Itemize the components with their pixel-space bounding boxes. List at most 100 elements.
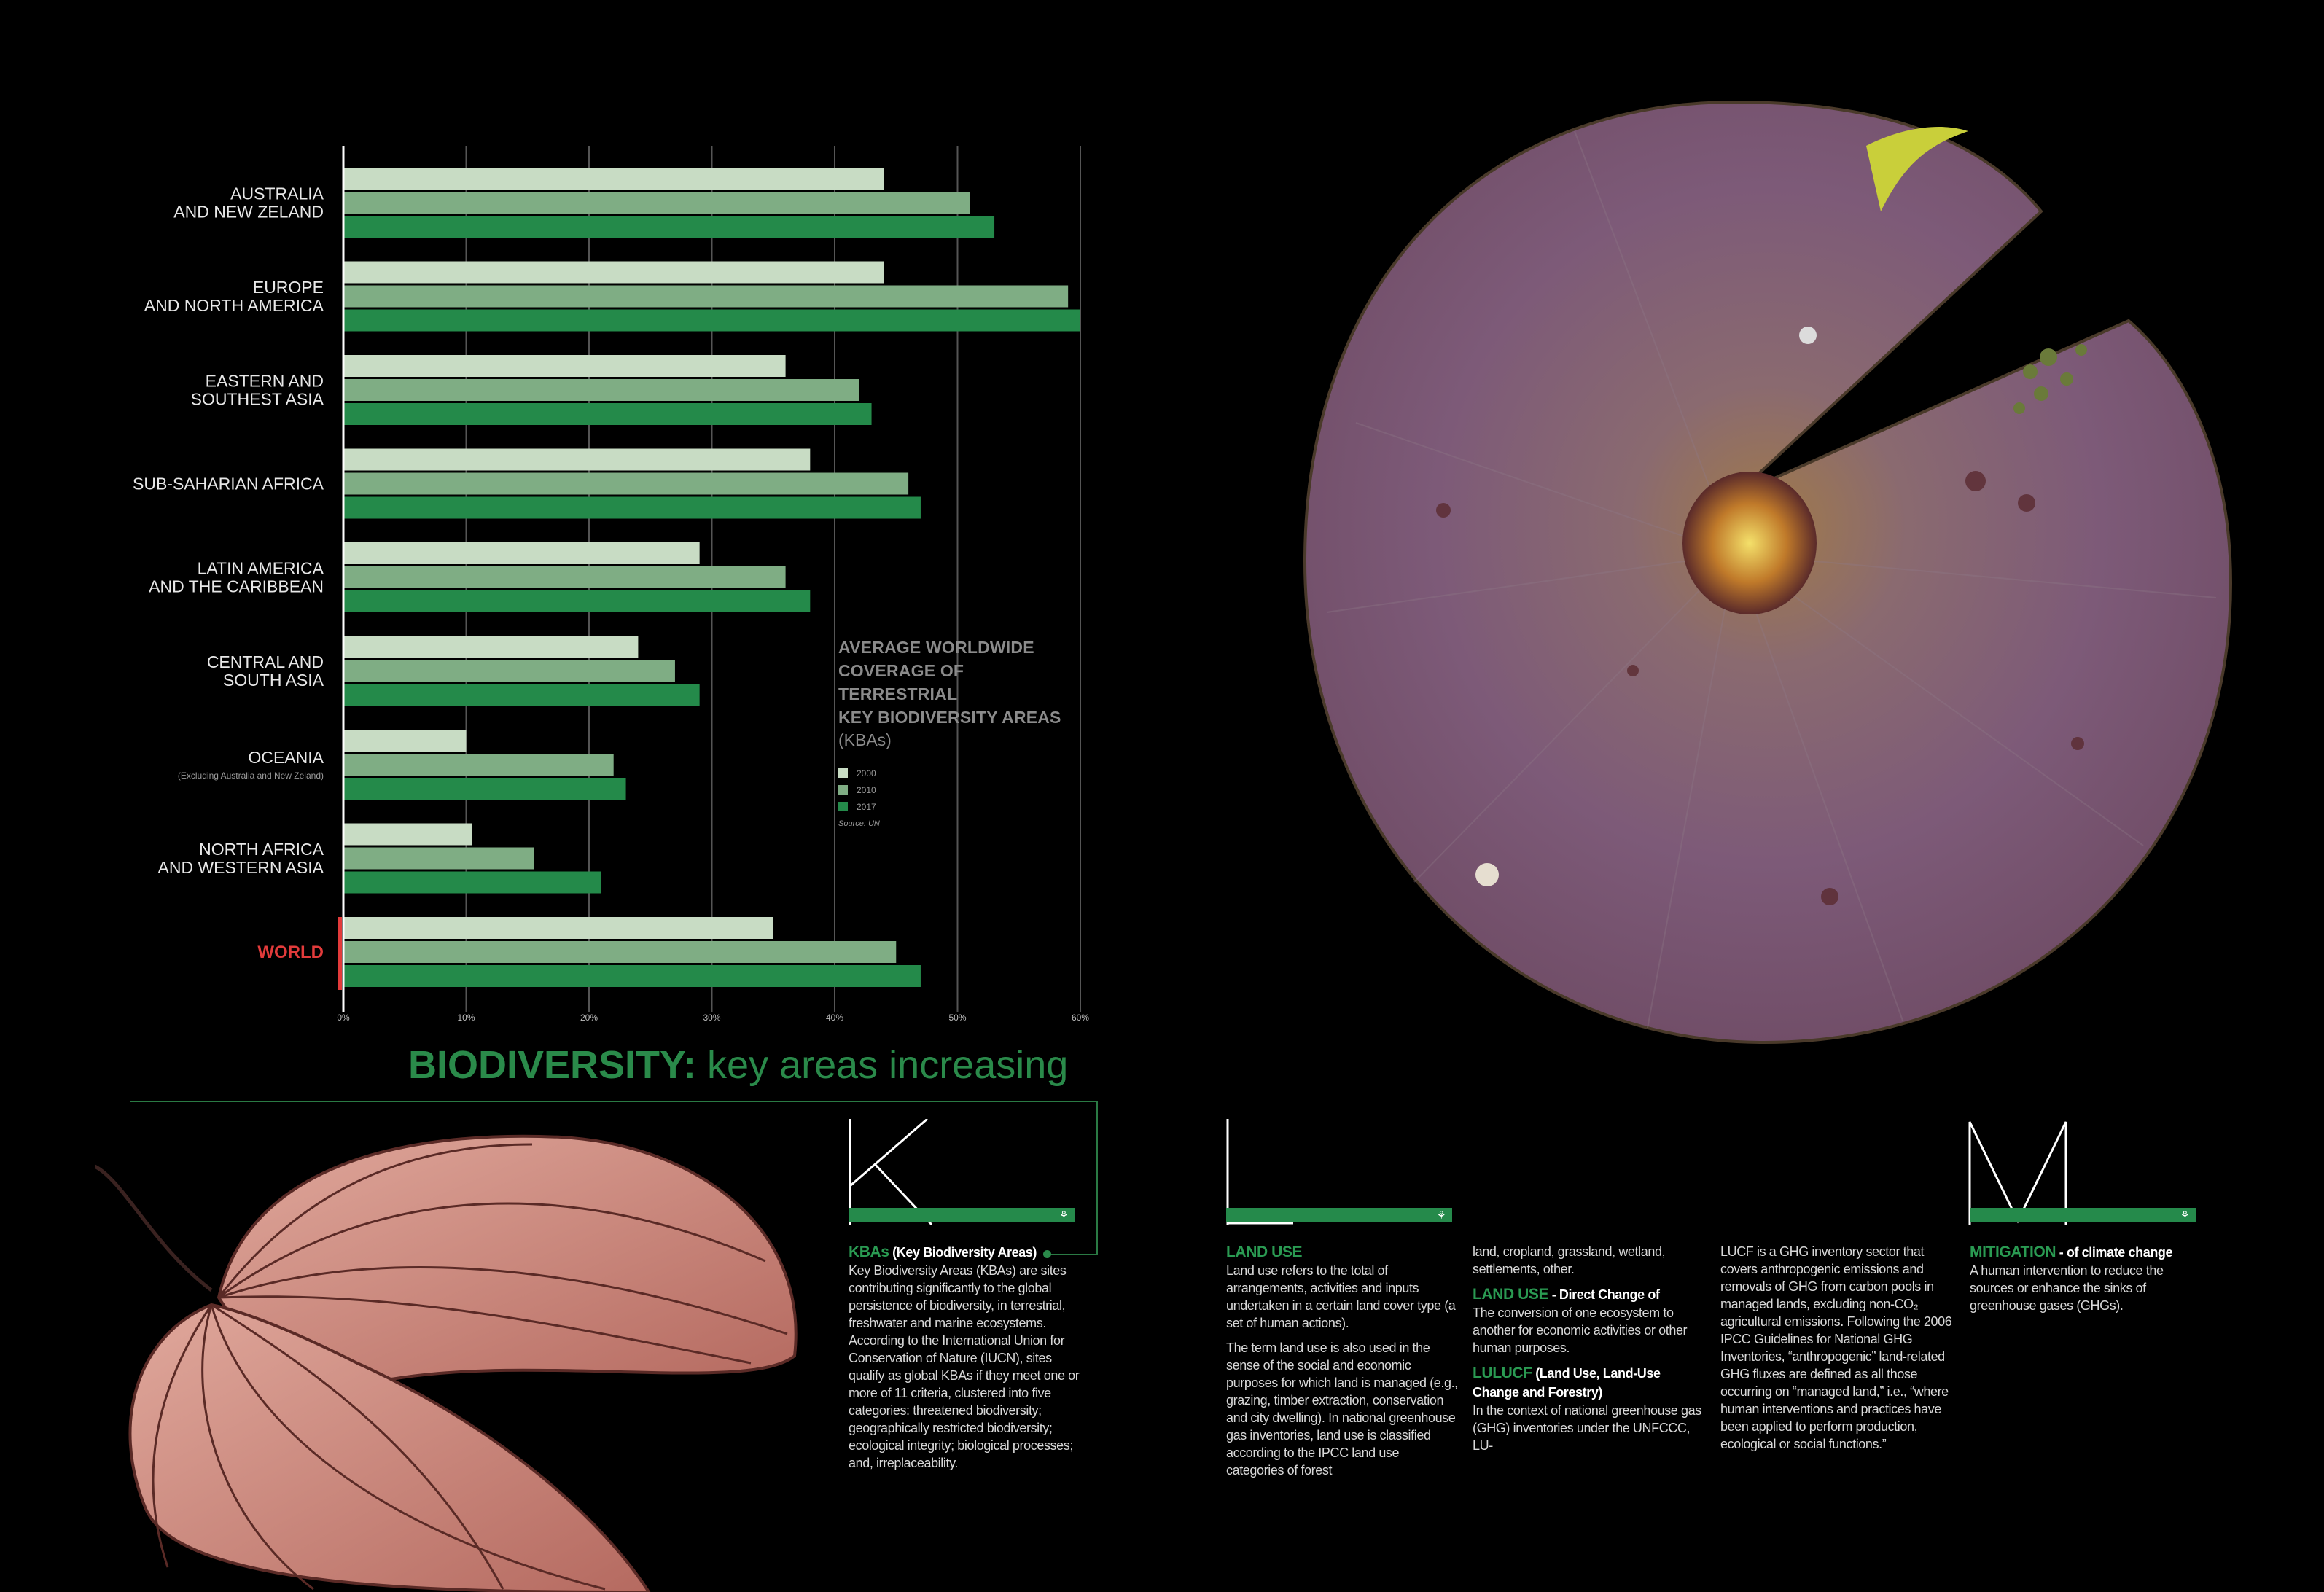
bar (343, 379, 859, 401)
bar (343, 192, 970, 214)
chart-legend: AVERAGE WORLDWIDE COVERAGE OF TERRESTRIA… (838, 636, 1072, 828)
bar (343, 448, 811, 471)
connector-dot (1043, 1250, 1051, 1258)
chart-title: AVERAGE WORLDWIDE COVERAGE OF TERRESTRIA… (838, 636, 1072, 729)
legend-item: 2010 (838, 781, 1072, 798)
water-lily-pad-image (1303, 100, 2233, 1045)
headline-rule-connector (1047, 1254, 1098, 1255)
lulucf-text-continued: LUCF is a GHG inventory sector that cove… (1720, 1244, 1952, 1451)
lily-pad-algae (2013, 344, 2087, 414)
lily-pad-center (1682, 472, 1817, 614)
bar (343, 941, 897, 963)
bar (343, 778, 626, 800)
legend-swatch (838, 768, 848, 778)
category-label: NORTH AFRICA (199, 840, 324, 859)
bug-icon: ⚘ (1058, 1209, 1069, 1222)
bar (343, 216, 995, 238)
lily-pad-veins (1326, 130, 2217, 1029)
land-use-column: LAND USE Land use refers to the total of… (1226, 1243, 1459, 1486)
lulucf-text: In the context of national greenhouse ga… (1473, 1403, 1701, 1453)
bar (343, 636, 639, 658)
chart-title-line-1: AVERAGE WORLDWIDE (838, 638, 1034, 657)
leaf-image (95, 1134, 798, 1592)
leaf-veins (152, 1143, 788, 1591)
kbas-heading: KBAs (Key Biodiversity Areas) (849, 1244, 1037, 1260)
headline-rule-vertical (1096, 1101, 1098, 1255)
bar (343, 309, 1080, 332)
legend-swatch (838, 802, 848, 811)
land-use-text-2: The term land use is also used in the se… (1226, 1341, 1458, 1478)
bug-icon: ⚘ (1436, 1209, 1446, 1222)
category-label: EASTERN AND (206, 372, 324, 391)
world-highlight-marker (338, 917, 342, 990)
legend-item: 2017 (838, 798, 1072, 815)
land-use-heading: LAND USE (1226, 1244, 1303, 1260)
land-use-text-1: Land use refers to the total of arrangem… (1226, 1263, 1456, 1330)
category-note: (Excluding Australia and New Zeland) (178, 770, 324, 781)
land-use-change-heading: LAND USE - Direct Change of (1473, 1286, 1660, 1303)
lily-bud (1866, 127, 1968, 211)
mitigation-heading: MITIGATION - of climate change (1970, 1244, 2173, 1260)
bar (343, 168, 884, 190)
mitigation-text: A human intervention to reduce the sourc… (1970, 1263, 2164, 1313)
x-tick-label: 20% (580, 1012, 598, 1023)
bar (343, 917, 773, 939)
category-label: AND NORTH AMERICA (144, 296, 324, 315)
headline-light: key areas increasing (696, 1043, 1069, 1087)
svg-text:M: M (1967, 1119, 1968, 1120)
bar (343, 472, 909, 495)
category-label: OCEANIA (248, 748, 324, 767)
world-label: WORLD (257, 943, 324, 962)
category-label: SOUTHEST ASIA (191, 390, 324, 409)
category-label: SUB-SAHARIAN AFRICA (133, 475, 324, 493)
bar (343, 285, 1069, 308)
mitigation-column: MITIGATION - of climate change A human i… (1970, 1243, 2203, 1322)
bar (343, 403, 872, 425)
bar (343, 261, 884, 284)
bar (343, 847, 534, 870)
category-label: AND THE CARIBBEAN (149, 577, 324, 596)
pebble-2 (1799, 327, 1817, 344)
bar (343, 871, 601, 894)
chart-x-tick-labels: 0% 10% 20% 30% 40% 50% 60% (337, 1012, 1089, 1023)
bug-icon: ⚘ (2180, 1209, 2190, 1222)
category-label: AND NEW ZELAND (173, 203, 324, 222)
x-tick-label: 40% (826, 1012, 843, 1023)
kbas-bar: ⚘ (849, 1208, 1075, 1222)
chart-subtitle: (KBAs) (838, 730, 892, 749)
category-label: LATIN AMERICA (198, 559, 324, 578)
svg-text:L: L (1223, 1119, 1224, 1120)
letter-l-glyph: L (1223, 1119, 1293, 1225)
pebble (1475, 863, 1499, 886)
chart-title-line-3: KEY BIODIVERSITY AREAS (838, 708, 1061, 727)
chart-title-line-2: COVERAGE OF TERRESTRIAL (838, 661, 964, 703)
legend-label: 2010 (857, 784, 876, 795)
lulucf-column: LUCF is a GHG inventory sector that cove… (1720, 1243, 1954, 1460)
chart-bars (343, 168, 1080, 987)
chart-source: Source: UN (838, 819, 880, 828)
water-droplets (1436, 471, 2084, 905)
land-use-change-text: The conversion of one ecosystem to anoth… (1473, 1306, 1688, 1355)
x-tick-label: 10% (457, 1012, 475, 1023)
headline-rule (130, 1101, 1098, 1102)
bar (343, 823, 472, 846)
legend-item: 2000 (838, 765, 1072, 781)
land-use-change-column: land, cropland, grassland, wetland, sett… (1473, 1243, 1706, 1462)
x-tick-label: 0% (337, 1012, 350, 1023)
land-use-continued: land, cropland, grassland, wetland, sett… (1473, 1244, 1666, 1276)
x-tick-label: 50% (948, 1012, 966, 1023)
mitigation-bar: ⚘ (1970, 1208, 2196, 1222)
category-label: EUROPE (253, 278, 324, 297)
x-tick-label: 30% (703, 1012, 720, 1023)
bar (343, 660, 675, 682)
bar (343, 566, 786, 588)
bar (343, 684, 700, 706)
headline: BIODIVERSITY: key areas increasing (408, 1042, 1068, 1088)
legend-label: 2017 (857, 801, 876, 812)
category-label: AUSTRALIA (230, 184, 324, 203)
bar (343, 965, 921, 987)
land-use-bar: ⚘ (1226, 1208, 1452, 1222)
kbas-column: KBAs (Key Biodiversity Areas) Key Biodiv… (849, 1243, 1082, 1479)
